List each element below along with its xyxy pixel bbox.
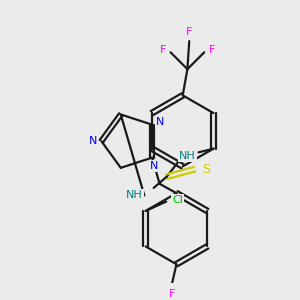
Text: F: F (208, 44, 215, 55)
Text: F: F (169, 289, 175, 299)
Text: Cl: Cl (172, 195, 183, 205)
Text: N: N (156, 117, 165, 127)
Text: F: F (160, 44, 166, 55)
Text: S: S (202, 163, 210, 176)
Text: N: N (89, 136, 97, 146)
Text: NH: NH (179, 151, 196, 161)
Text: F: F (186, 27, 193, 37)
Text: NH: NH (126, 190, 142, 200)
Text: N: N (150, 161, 158, 171)
